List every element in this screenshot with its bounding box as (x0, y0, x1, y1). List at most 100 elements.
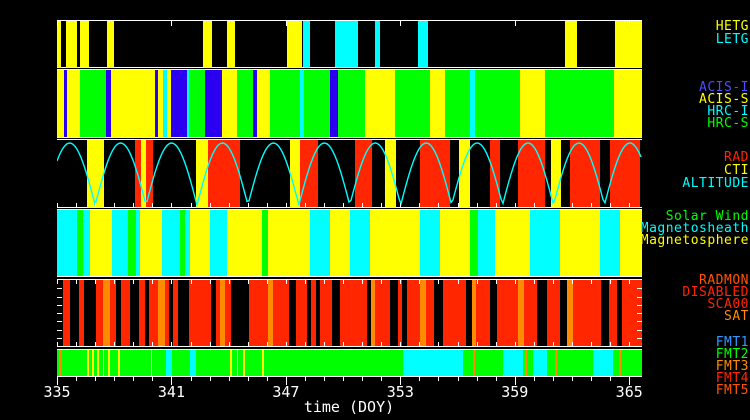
segment-radiation-cti-altitude (609, 140, 641, 207)
segment-radmon-states (103, 280, 110, 346)
minor-tick (514, 203, 516, 207)
minor-tick (285, 203, 287, 207)
segment-telemetry-format (230, 350, 232, 376)
segment-telemetry-format (86, 350, 89, 376)
segment-radmon-states (472, 280, 476, 346)
segment-instruments (79, 70, 107, 137)
minor-tick (209, 280, 211, 284)
segment-radmon-states (339, 280, 368, 346)
minor-tick (457, 203, 459, 207)
segment-solar-wind-regions (135, 210, 141, 276)
segment-instruments (66, 70, 80, 137)
segment-solar-wind-regions (57, 210, 77, 276)
minor-tick (610, 342, 612, 346)
side-tick (637, 296, 642, 298)
minor-tick (400, 280, 402, 284)
segment-radmon-states (157, 280, 165, 346)
x-minor-tick (533, 377, 535, 381)
minor-tick (114, 280, 116, 284)
x-major-tick (514, 377, 516, 385)
segment-radiation-cti-altitude (489, 140, 500, 207)
segment-radiation-cti-altitude (196, 140, 208, 207)
legend-label-magnetosheath: Magnetosheath (640, 221, 749, 236)
minor-tick (133, 280, 135, 284)
minor-tick (114, 203, 116, 207)
minor-tick (476, 342, 478, 346)
segment-instruments (395, 70, 431, 137)
segment-telemetry-format (59, 350, 62, 376)
band-radmon-states (57, 279, 642, 347)
segment-solar-wind-regions (495, 210, 530, 276)
minor-tick (171, 342, 173, 346)
segment-telemetry-format (165, 350, 173, 376)
x-minor-tick (114, 377, 116, 381)
minor-tick (133, 203, 135, 207)
x-minor-tick (476, 377, 478, 381)
segment-radiation-cti-altitude (207, 140, 241, 207)
minor-tick (400, 342, 402, 346)
segment-instruments (162, 70, 167, 137)
segment-gratings (226, 21, 235, 67)
minor-tick (571, 342, 573, 346)
segment-solar-wind-regions (82, 210, 90, 276)
minor-tick (343, 342, 345, 346)
minor-tick (266, 280, 268, 284)
segment-radmon-states (225, 280, 232, 346)
segment-radiation-cti-altitude (354, 140, 372, 207)
minor-tick (629, 203, 631, 207)
minor-tick (610, 203, 612, 207)
segment-solar-wind-regions (309, 210, 331, 276)
legend-label-acis-i: ACIS-I (699, 80, 749, 95)
minor-tick (381, 280, 383, 284)
minor-tick (324, 342, 326, 346)
minor-tick (171, 21, 173, 26)
segment-gratings (65, 21, 77, 67)
minor-tick (514, 21, 516, 26)
x-minor-tick (571, 377, 573, 381)
minor-tick (209, 342, 211, 346)
segment-radmon-states (164, 280, 170, 346)
minor-tick (304, 280, 306, 284)
band-instruments (57, 69, 642, 138)
segment-solar-wind-regions (267, 210, 310, 276)
segment-solar-wind-regions (210, 210, 228, 276)
side-tick (637, 329, 642, 331)
segment-telemetry-format (533, 350, 548, 376)
minor-tick (171, 203, 173, 207)
segment-radiation-cti-altitude (517, 140, 545, 207)
x-minor-tick (304, 377, 306, 381)
legend-label-hetg: HETG (715, 19, 749, 34)
segment-solar-wind-regions (111, 210, 128, 276)
x-minor-tick (381, 377, 383, 381)
segment-radiation-cti-altitude (145, 140, 153, 207)
minor-tick (247, 203, 249, 207)
x-minor-tick (495, 377, 497, 381)
minor-tick (95, 280, 97, 284)
segment-telemetry-format (236, 350, 239, 376)
minor-tick (438, 280, 440, 284)
segment-radmon-states (189, 280, 211, 346)
minor-tick (362, 280, 364, 284)
segment-radmon-states (173, 280, 178, 346)
segment-radmon-states (273, 280, 290, 346)
minor-tick (591, 280, 593, 284)
minor-tick (247, 342, 249, 346)
segment-gratings (106, 21, 114, 67)
minor-tick (514, 342, 516, 346)
minor-tick (514, 280, 516, 284)
minor-tick (76, 203, 78, 207)
segment-gratings (417, 21, 428, 67)
segment-instruments (444, 70, 470, 137)
segment-gratings (302, 21, 310, 67)
segment-gratings (79, 21, 90, 67)
band-telemetry-format (57, 349, 642, 377)
minor-tick (209, 203, 211, 207)
minor-tick (152, 342, 154, 346)
band-radiation-cti-altitude (57, 139, 642, 208)
minor-tick (419, 203, 421, 207)
segment-telemetry-format (108, 350, 111, 376)
segment-solar-wind-regions (179, 210, 186, 276)
segment-solar-wind-regions (261, 210, 268, 276)
segment-radmon-states (219, 280, 226, 346)
legend-label-magnetosphere: Magnetosphere (640, 233, 749, 248)
